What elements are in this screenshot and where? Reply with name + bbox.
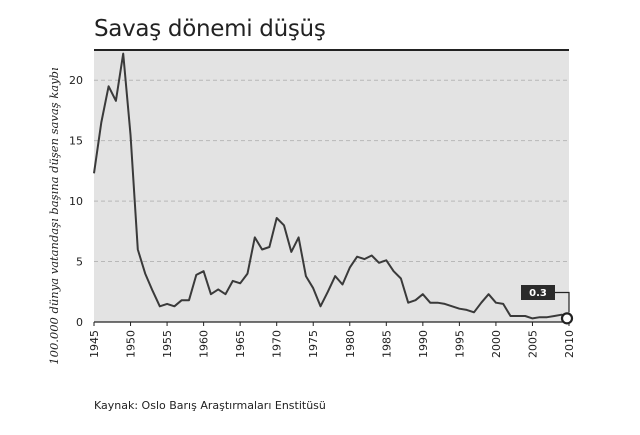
x-tick-label: 1995 (453, 330, 466, 358)
data-point (392, 270, 394, 272)
data-point (188, 299, 190, 301)
data-point (151, 289, 153, 291)
y-tick-label: 20 (69, 74, 83, 87)
x-tick-label: 1945 (88, 330, 101, 358)
data-point (400, 277, 402, 279)
data-point (166, 303, 168, 305)
x-tick-label: 1985 (380, 330, 393, 358)
y-tick-label: 5 (76, 256, 83, 269)
data-point (546, 316, 548, 318)
data-point (283, 224, 285, 226)
data-point (275, 217, 277, 219)
data-point (202, 270, 204, 272)
data-point (414, 299, 416, 301)
data-point (495, 301, 497, 303)
series-line (93, 52, 570, 320)
chart-title: Savaş dönemi düşüş (94, 16, 326, 42)
data-point (334, 275, 336, 277)
data-point (480, 301, 482, 303)
data-point (517, 315, 519, 317)
data-point (137, 248, 139, 250)
x-tick-label: 1980 (344, 330, 357, 358)
data-point (465, 309, 467, 311)
data-point (305, 275, 307, 277)
data-point (122, 52, 124, 54)
x-tick-label: 1965 (234, 330, 247, 358)
data-point (93, 172, 95, 174)
y-tick-label: 10 (69, 195, 83, 208)
data-point (210, 293, 212, 295)
x-tick-labels: 1945 1950 1955 1960 1965 1970 1975 1980 1985 1990… (88, 322, 576, 358)
data-point (531, 317, 533, 319)
x-tick-label: 1990 (417, 330, 430, 358)
data-point (268, 246, 270, 248)
y-axis-label: 100.000 dünya vatandaşı başına düşen sav… (47, 67, 61, 365)
source-note: Kaynak: Oslo Barış Araştırmaları Enstitü… (94, 399, 326, 412)
callout-box (521, 285, 555, 300)
data-point (422, 293, 424, 295)
data-point (100, 121, 102, 123)
data-point (239, 282, 241, 284)
data-point (319, 305, 321, 307)
x-tick-label: 2010 (563, 330, 576, 358)
data-point (524, 315, 526, 317)
x-tick-label: 1970 (271, 330, 284, 358)
data-point (444, 303, 446, 305)
x-tick-label: 1975 (307, 330, 320, 358)
data-point (180, 299, 182, 301)
x-tick-label: 1960 (198, 330, 211, 358)
data-point (385, 259, 387, 261)
data-point (297, 236, 299, 238)
y-tick-label: 0 (76, 316, 83, 329)
data-point (129, 133, 131, 135)
callout-leader (555, 291, 570, 313)
data-point (539, 316, 541, 318)
y-tick-label: 15 (69, 135, 83, 148)
data-point (217, 288, 219, 290)
data-point (451, 305, 453, 307)
data-point (502, 303, 504, 305)
data-point (458, 308, 460, 310)
data-point (144, 272, 146, 274)
data-point (261, 248, 263, 250)
data-point (107, 85, 109, 87)
data-point (356, 256, 358, 258)
data-point (509, 315, 511, 317)
data-point (378, 262, 380, 264)
data-point (195, 274, 197, 276)
data-point (341, 283, 343, 285)
data-point (363, 258, 365, 260)
x-tick-label: 2000 (490, 330, 503, 358)
data-point (312, 287, 314, 289)
callout-marker (560, 312, 574, 325)
x-tick-label: 2005 (526, 330, 539, 358)
data-point (407, 301, 409, 303)
data-point (159, 305, 161, 307)
data-point (224, 293, 226, 295)
data-point (246, 272, 248, 274)
data-point (254, 236, 256, 238)
data-point (327, 291, 329, 293)
data-point (173, 305, 175, 307)
plot-background (94, 50, 569, 322)
data-point (349, 266, 351, 268)
data-point (553, 315, 555, 317)
callout-label: 0.3 (529, 288, 547, 299)
data-point (436, 301, 438, 303)
data-point (115, 100, 117, 102)
data-point (290, 251, 292, 253)
x-tick-label: 1950 (125, 330, 138, 358)
y-tick-labels: 0 5 10 15 20 (69, 74, 83, 329)
annotation-callout: 0.3 (521, 285, 574, 325)
data-point (487, 293, 489, 295)
data-point (232, 280, 234, 282)
data-point (473, 311, 475, 313)
data-point (429, 301, 431, 303)
data-point (370, 254, 372, 256)
x-tick-label: 1955 (161, 330, 174, 358)
grid-layer (94, 79, 569, 263)
